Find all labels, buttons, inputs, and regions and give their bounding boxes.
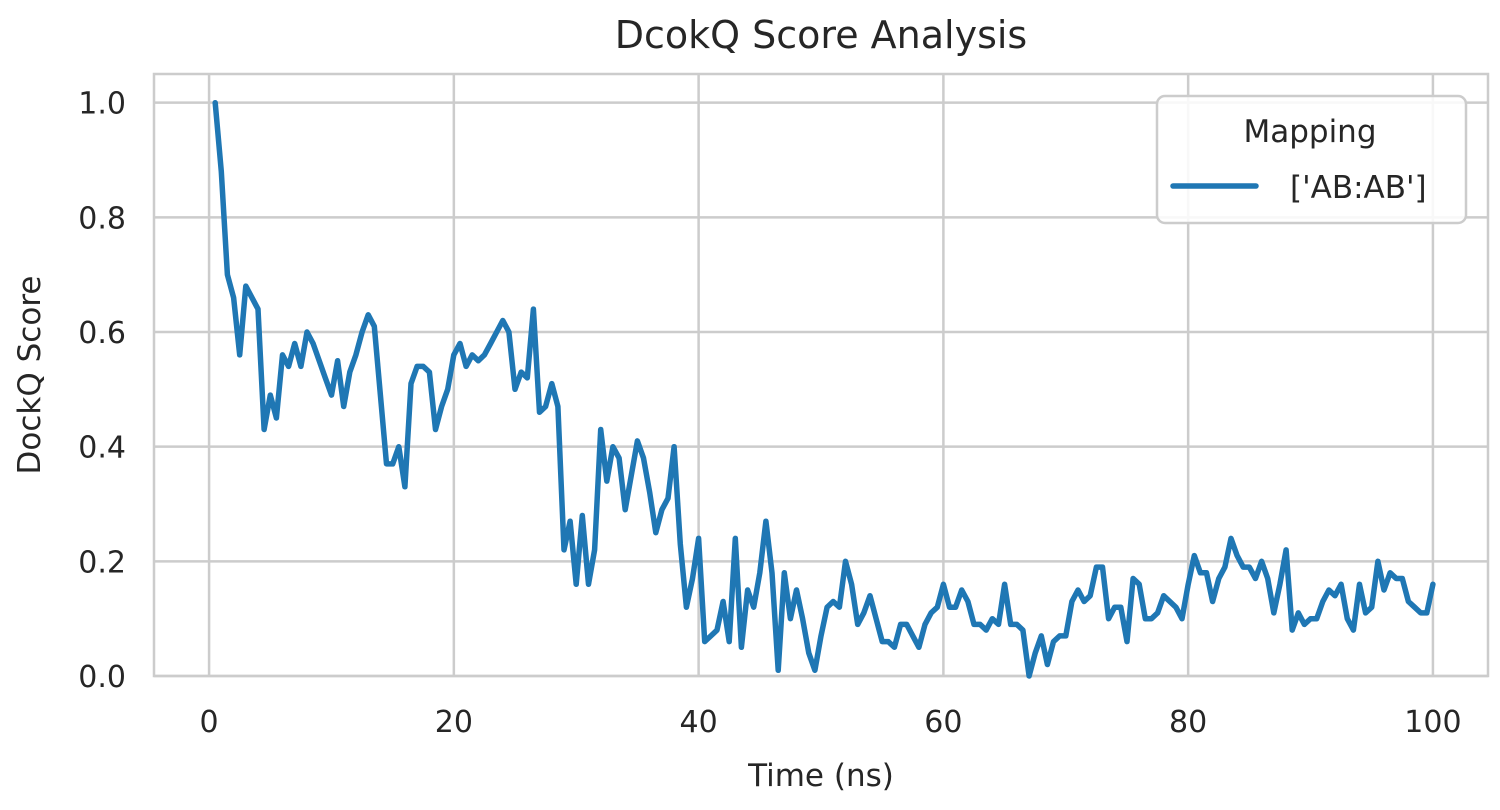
y-tick-labels: 0.0 0.2 0.4 0.6 0.8 1.0 <box>78 87 126 695</box>
x-tick-label: 0 <box>200 705 219 740</box>
y-axis-label: DockQ Score <box>12 276 48 475</box>
y-tick-label: 0.4 <box>78 431 126 466</box>
x-tick-label: 20 <box>435 705 473 740</box>
legend: Mapping ['AB:AB'] <box>1155 94 1468 225</box>
x-tick-label: 80 <box>1169 705 1207 740</box>
y-tick-label: 0.0 <box>78 660 126 695</box>
x-tick-label: 100 <box>1404 705 1461 740</box>
x-tick-labels: 0 20 40 60 80 100 <box>200 705 1462 740</box>
legend-title: Mapping <box>1243 114 1376 150</box>
legend-box <box>1155 94 1468 225</box>
x-tick-label: 60 <box>924 705 962 740</box>
y-tick-label: 1.0 <box>78 87 126 122</box>
x-tick-label: 40 <box>680 705 718 740</box>
legend-entry-label: ['AB:AB'] <box>1290 170 1427 206</box>
series-layer <box>212 99 1436 679</box>
plot-frame <box>152 72 1490 678</box>
chart-title: DcokQ Score Analysis <box>615 13 1027 57</box>
y-tick-label: 0.6 <box>78 316 126 351</box>
y-tick-label: 0.8 <box>78 201 126 236</box>
series-line-0 <box>212 99 1436 679</box>
y-tick-label: 0.2 <box>78 545 126 580</box>
x-axis-label: Time (ns) <box>747 758 894 794</box>
